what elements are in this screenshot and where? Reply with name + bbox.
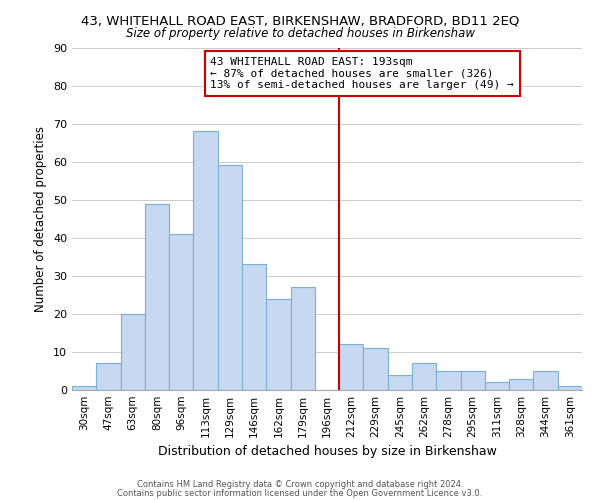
Bar xyxy=(193,131,218,390)
Bar xyxy=(218,166,242,390)
Bar xyxy=(290,287,315,390)
Text: 43, WHITEHALL ROAD EAST, BIRKENSHAW, BRADFORD, BD11 2EQ: 43, WHITEHALL ROAD EAST, BIRKENSHAW, BRA… xyxy=(81,15,519,28)
Bar xyxy=(412,364,436,390)
Text: Contains public sector information licensed under the Open Government Licence v3: Contains public sector information licen… xyxy=(118,488,482,498)
Bar xyxy=(242,264,266,390)
Bar xyxy=(558,386,582,390)
Text: 43 WHITEHALL ROAD EAST: 193sqm
← 87% of detached houses are smaller (326)
13% of: 43 WHITEHALL ROAD EAST: 193sqm ← 87% of … xyxy=(211,57,514,90)
Bar xyxy=(388,375,412,390)
Y-axis label: Number of detached properties: Number of detached properties xyxy=(34,126,47,312)
Bar xyxy=(509,378,533,390)
Bar xyxy=(436,371,461,390)
Bar xyxy=(145,204,169,390)
Text: Contains HM Land Registry data © Crown copyright and database right 2024.: Contains HM Land Registry data © Crown c… xyxy=(137,480,463,489)
Bar xyxy=(266,298,290,390)
Bar xyxy=(96,364,121,390)
Bar xyxy=(364,348,388,390)
Text: Size of property relative to detached houses in Birkenshaw: Size of property relative to detached ho… xyxy=(125,28,475,40)
Bar xyxy=(72,386,96,390)
X-axis label: Distribution of detached houses by size in Birkenshaw: Distribution of detached houses by size … xyxy=(158,446,496,458)
Bar xyxy=(121,314,145,390)
Bar xyxy=(169,234,193,390)
Bar xyxy=(461,371,485,390)
Bar xyxy=(485,382,509,390)
Bar xyxy=(339,344,364,390)
Bar xyxy=(533,371,558,390)
